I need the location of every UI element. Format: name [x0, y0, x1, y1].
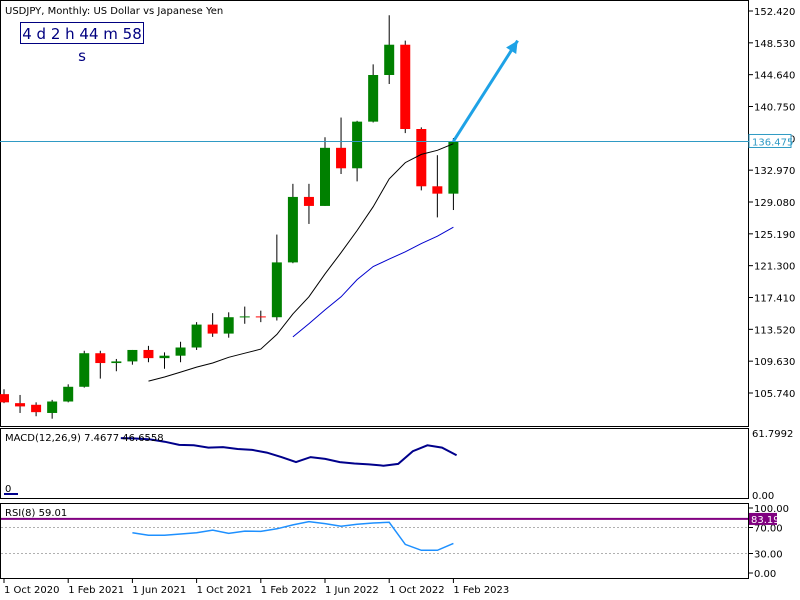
candle-body-down — [336, 147, 347, 169]
price-tick-label: 148.530 — [754, 39, 795, 50]
price-tick-label: 109.630 — [754, 357, 795, 368]
candle-body-up — [63, 386, 74, 402]
candle-body-up — [352, 121, 363, 169]
candle-body-down — [143, 349, 154, 359]
moving-average-slow-line — [292, 226, 454, 338]
rsi-tick-label: 0.00 — [754, 569, 776, 580]
chart-title: USDJPY, Monthly: US Dollar vs Japanese Y… — [5, 6, 223, 17]
candle-body-up — [159, 355, 170, 359]
candle-body-up — [47, 401, 58, 413]
candle-body-up — [368, 74, 379, 122]
candle-body-down — [207, 324, 218, 334]
time-tick-label: 1 Feb 2023 — [453, 585, 509, 596]
rsi-tick-label: 100.00 — [754, 504, 789, 515]
price-tick-label: 105.740 — [754, 389, 795, 400]
candle-body-down — [15, 403, 26, 407]
price-tick-label: 113.520 — [754, 325, 795, 336]
price-tick-label: 121.300 — [754, 262, 795, 273]
price-tick-label: 144.640 — [754, 71, 795, 82]
time-tick-label: 1 Oct 2022 — [389, 585, 444, 596]
candle-body-down — [255, 316, 266, 318]
candle-body-down — [400, 44, 411, 130]
macd-zero-label: 0 — [5, 484, 11, 495]
candle-body-up — [111, 361, 122, 364]
price-tick-label: 125.190 — [754, 230, 795, 241]
projection-arrow-head — [506, 40, 518, 54]
candle-body-down — [95, 353, 106, 364]
rsi-layer: 100.00 70.00 30.00 0.00 83.19 — [1, 504, 789, 580]
price-panel-frame — [0, 0, 749, 427]
candle-body-up — [384, 44, 395, 75]
rsi-level-tag — [749, 512, 777, 525]
candle-body-down — [303, 196, 314, 206]
time-tick-label: 1 Jun 2021 — [132, 585, 186, 596]
rsi-tick-label: 70.00 — [754, 524, 783, 535]
moving-average-fast-line — [148, 143, 454, 382]
rsi-label: RSI(8) 59.01 — [5, 508, 67, 519]
candle-body-down — [416, 129, 427, 187]
macd-line — [120, 437, 458, 467]
price-axis: 152.420148.530144.640140.750136.860132.9… — [749, 7, 795, 400]
price-tick-label: 132.970 — [754, 166, 795, 177]
candle-body-up — [127, 349, 138, 362]
time-tick-label: 1 Feb 2021 — [68, 585, 124, 596]
candle-body-up — [239, 316, 250, 318]
candle-body-up — [191, 324, 202, 348]
price-tick-label: 152.420 — [754, 7, 795, 18]
bar-countdown-timer: 4 d 2 h 44 m 58 s — [20, 22, 144, 65]
macd-axis-top: 61.7992 — [752, 429, 793, 440]
current-price-layer: 136.475 — [0, 133, 793, 148]
macd-label: MACD(12,26,9) 7.4677 46.6558 — [5, 433, 164, 444]
candle-body-up — [448, 141, 459, 194]
macd-panel-frame — [0, 428, 749, 499]
candles-layer — [0, 15, 459, 419]
candle-body-up — [287, 196, 298, 263]
current-price-tag — [748, 133, 792, 148]
rsi-line — [132, 520, 454, 552]
projection-arrow-layer — [452, 39, 519, 143]
rsi-panel-frame — [0, 503, 749, 579]
candle-body-up — [175, 347, 186, 356]
time-tick-label: 1 Oct 2020 — [4, 585, 59, 596]
time-tick-label: 1 Oct 2021 — [197, 585, 252, 596]
macd-layer — [4, 437, 458, 495]
candle-body-up — [271, 262, 282, 318]
rsi-level-label: 83.19 — [751, 515, 780, 526]
candle-body-down — [31, 404, 42, 413]
moving-averages-layer — [148, 143, 454, 382]
rsi-tick-label: 30.00 — [754, 550, 783, 561]
candle-body-up — [223, 317, 234, 334]
time-tick-label: 1 Jun 2022 — [325, 585, 379, 596]
projection-arrow-shaft — [452, 39, 519, 143]
time-tick-label: 1 Feb 2022 — [261, 585, 317, 596]
candle-body-down — [0, 394, 9, 403]
price-tick-label: 140.750 — [754, 103, 795, 114]
time-axis: 1 Oct 2020 1 Feb 2021 1 Jun 2021 1 Oct 2021… — [3, 579, 509, 596]
price-tick-label: 129.080 — [754, 198, 795, 209]
current-price-label: 136.475 — [752, 137, 793, 148]
candle-body-up — [79, 353, 90, 387]
macd-axis-bottom: 0.00 — [752, 491, 774, 502]
price-tick-label: 117.410 — [754, 294, 795, 305]
candle-body-down — [432, 186, 443, 194]
candle-body-up — [320, 147, 330, 206]
